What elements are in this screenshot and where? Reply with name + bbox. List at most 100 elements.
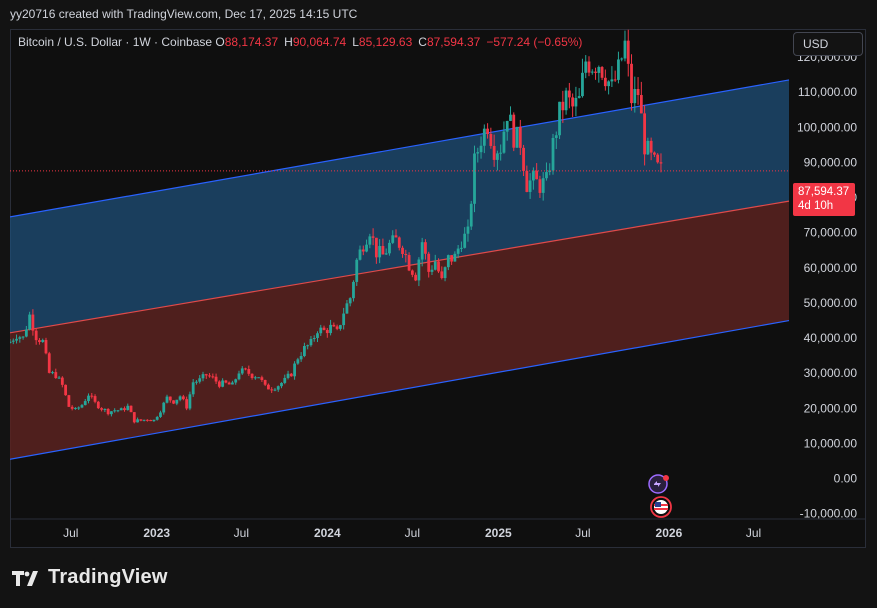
candle-up — [551, 137, 555, 171]
candle-up — [646, 140, 650, 155]
price-axis-label: 50,000.00 — [804, 296, 858, 310]
candle-down — [172, 400, 175, 404]
channel-upper-fill — [10, 79, 789, 333]
candle-down — [204, 374, 208, 376]
candle-down — [67, 395, 71, 407]
candle-up — [456, 248, 460, 254]
candle-down — [600, 67, 604, 78]
candle-up — [391, 235, 395, 243]
candle-up — [286, 373, 290, 378]
candle-up — [319, 327, 323, 334]
candle-up — [273, 389, 277, 391]
candle-up — [159, 412, 162, 417]
candle-up — [633, 88, 637, 104]
channel-upper-line — [10, 79, 790, 218]
candle-up — [299, 356, 303, 360]
candle-down — [630, 63, 633, 104]
candle-down — [394, 235, 398, 238]
candle-up — [443, 267, 447, 279]
candle-down — [129, 405, 133, 413]
currency-button[interactable]: USD — [793, 32, 863, 56]
regression-channel — [10, 79, 790, 460]
candle-up — [460, 247, 463, 249]
candle-up — [577, 96, 581, 98]
candle-up — [574, 97, 578, 107]
candle-up — [610, 79, 614, 82]
candle-up — [11, 340, 15, 342]
candle-up — [345, 303, 349, 314]
candle-up — [309, 339, 313, 346]
candle-up — [482, 128, 486, 146]
candle-up — [352, 281, 355, 299]
candle-up — [496, 153, 499, 160]
candle-up — [178, 396, 182, 400]
candle-down — [561, 101, 565, 111]
candle-up — [126, 405, 130, 411]
channel-lower-fill — [10, 201, 789, 460]
candle-down — [38, 340, 41, 343]
candle-down — [90, 395, 94, 397]
candle-up — [479, 145, 483, 153]
price-axis-label: 70,000.00 — [804, 226, 858, 240]
candle-up — [195, 381, 198, 383]
candle-up — [83, 401, 87, 406]
chart-attribution: yy20716 created with TradingView.com, De… — [10, 7, 358, 21]
candle-up — [283, 377, 287, 383]
candle-down — [44, 339, 48, 354]
candle-up — [476, 152, 480, 154]
candle-up — [240, 368, 244, 374]
candle-up — [152, 419, 156, 422]
time-axis-label: Jul — [63, 526, 78, 540]
candle-up — [558, 101, 561, 136]
candle-down — [381, 246, 385, 255]
candle-up — [597, 67, 601, 73]
candle-down — [31, 314, 35, 331]
candle-up — [316, 333, 319, 338]
time-axis: Jul 2023 Jul 2024 Jul 2025 Jul 2026 Jul — [10, 518, 866, 540]
price-chart[interactable]: -10,000.00 0.00 10,000.00 20,000.00 30,000.0… — [10, 29, 866, 548]
candle-up — [355, 259, 359, 282]
candle-down — [149, 420, 153, 422]
candle-up — [554, 135, 558, 138]
price-axis-label: 110,000.00 — [798, 85, 857, 99]
candle-up — [473, 153, 476, 204]
candle-down — [603, 77, 607, 87]
candle-down — [594, 71, 597, 73]
candle-up — [10, 341, 12, 343]
candle-down — [47, 353, 51, 373]
candle-down — [626, 40, 630, 64]
candle-down — [54, 372, 58, 379]
candle-up — [590, 71, 594, 73]
candle-up — [165, 396, 169, 403]
time-axis-label: Jul — [234, 526, 249, 540]
candle-down — [335, 326, 339, 329]
candle-down — [397, 237, 401, 248]
candle-down — [214, 376, 218, 382]
close-label: C — [418, 35, 427, 49]
candle-up — [221, 380, 225, 387]
open-value: 88,174.37 — [224, 35, 279, 49]
tradingview-logo[interactable]: TradingView — [12, 566, 168, 589]
candle-up — [620, 58, 624, 60]
candle-up — [116, 410, 120, 412]
candle-down — [267, 384, 270, 390]
dividends-event-icon[interactable] — [646, 473, 672, 495]
candle-down — [263, 380, 267, 385]
candle-up — [276, 386, 280, 390]
candle-up — [18, 337, 22, 339]
candle-up — [348, 298, 352, 304]
last-price-tag: 87,594.37 4d 10h — [793, 183, 855, 216]
candle-up — [499, 152, 503, 154]
candle-up — [466, 226, 470, 234]
candle-up — [293, 363, 296, 377]
candle-up — [21, 336, 25, 338]
price-axis-label: 90,000.00 — [804, 155, 858, 169]
candle-up — [541, 178, 545, 193]
candle-up — [136, 419, 139, 423]
low-label: L — [352, 35, 359, 49]
candle-down — [649, 140, 653, 153]
low-value: 85,129.63 — [358, 35, 413, 49]
us-flag-event-icon[interactable] — [650, 496, 674, 520]
candle-up — [191, 382, 195, 395]
candle-up — [110, 411, 113, 415]
